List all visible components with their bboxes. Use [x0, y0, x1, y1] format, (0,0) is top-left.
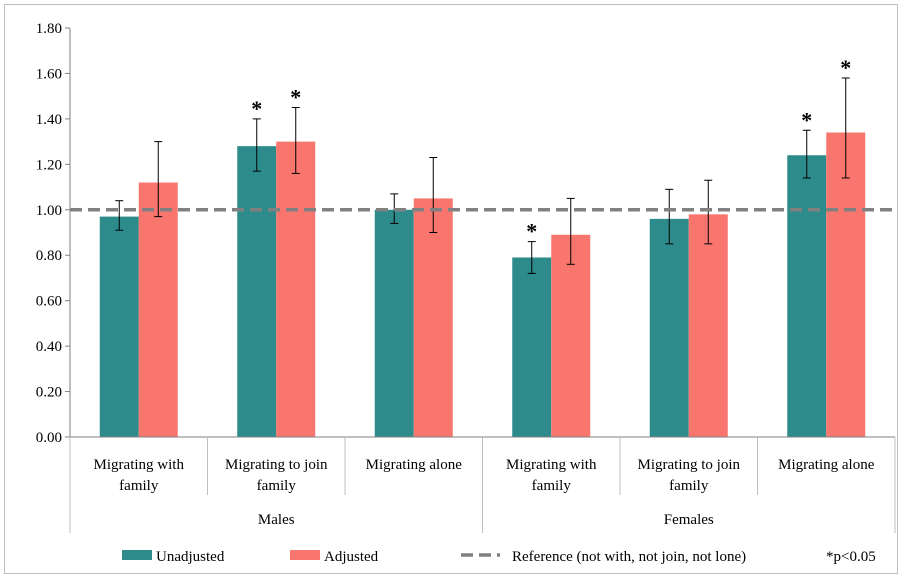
bar: [649, 218, 689, 437]
group-label: Males: [258, 512, 295, 528]
category-label: Migrating alone: [778, 457, 875, 473]
significance-star: *: [801, 107, 812, 132]
category-label: family: [669, 478, 709, 494]
y-tick-label: 0.60: [36, 294, 62, 310]
bar: [99, 216, 139, 437]
legend-swatch: [122, 550, 152, 560]
error-bars: [115, 77, 850, 274]
significance-star: *: [526, 219, 537, 244]
bars: [99, 132, 866, 437]
significance-star: *: [840, 55, 851, 80]
legend: Unadjusted Adjusted Reference (not with, n…: [122, 549, 876, 565]
category-label: Migrating to join: [638, 457, 741, 473]
bar: [413, 198, 453, 437]
significance-note: *p<0.05: [826, 549, 876, 565]
category-label: Migrating to join: [225, 457, 328, 473]
significance-markers: * * * * *: [251, 55, 851, 244]
y-tick-label: 0.80: [36, 248, 62, 264]
legend-label: Adjusted: [324, 549, 379, 565]
bar: [551, 234, 591, 437]
y-tick-label: 0.00: [36, 430, 62, 446]
category-label: family: [119, 478, 159, 494]
y-axis: 0.00 0.20 0.40 0.60 0.80 1.00 1.20 1.40 1.60 1.80: [36, 21, 71, 446]
legend-reference-label: Reference (not with, not join, not lone): [512, 549, 746, 565]
legend-label: Unadjusted: [156, 549, 225, 565]
category-label: family: [257, 478, 297, 494]
bar: [688, 214, 728, 437]
y-tick-label: 1.20: [36, 157, 62, 173]
y-tick-label: 0.40: [36, 339, 62, 355]
bar: [138, 182, 178, 437]
legend-swatch: [290, 550, 320, 560]
group-label: Females: [664, 512, 714, 528]
y-tick-label: 1.80: [36, 21, 62, 37]
category-label: Migrating alone: [366, 457, 463, 473]
y-tick-label: 1.60: [36, 66, 62, 82]
category-label: Migrating with: [94, 457, 185, 473]
bar: [374, 209, 414, 437]
y-tick-label: 1.40: [36, 112, 62, 128]
bar: [826, 132, 866, 437]
category-label: family: [532, 478, 572, 494]
bar: [276, 141, 316, 437]
significance-star: *: [290, 85, 301, 110]
bar: [787, 155, 827, 437]
x-axis: Migrating with family Migrating to join fam…: [69, 436, 896, 533]
y-tick-label: 0.20: [36, 385, 62, 401]
bar: [512, 257, 552, 437]
category-label: Migrating with: [506, 457, 597, 473]
y-tick-label: 1.00: [36, 203, 62, 219]
significance-star: *: [251, 96, 262, 121]
bar: [237, 146, 277, 437]
